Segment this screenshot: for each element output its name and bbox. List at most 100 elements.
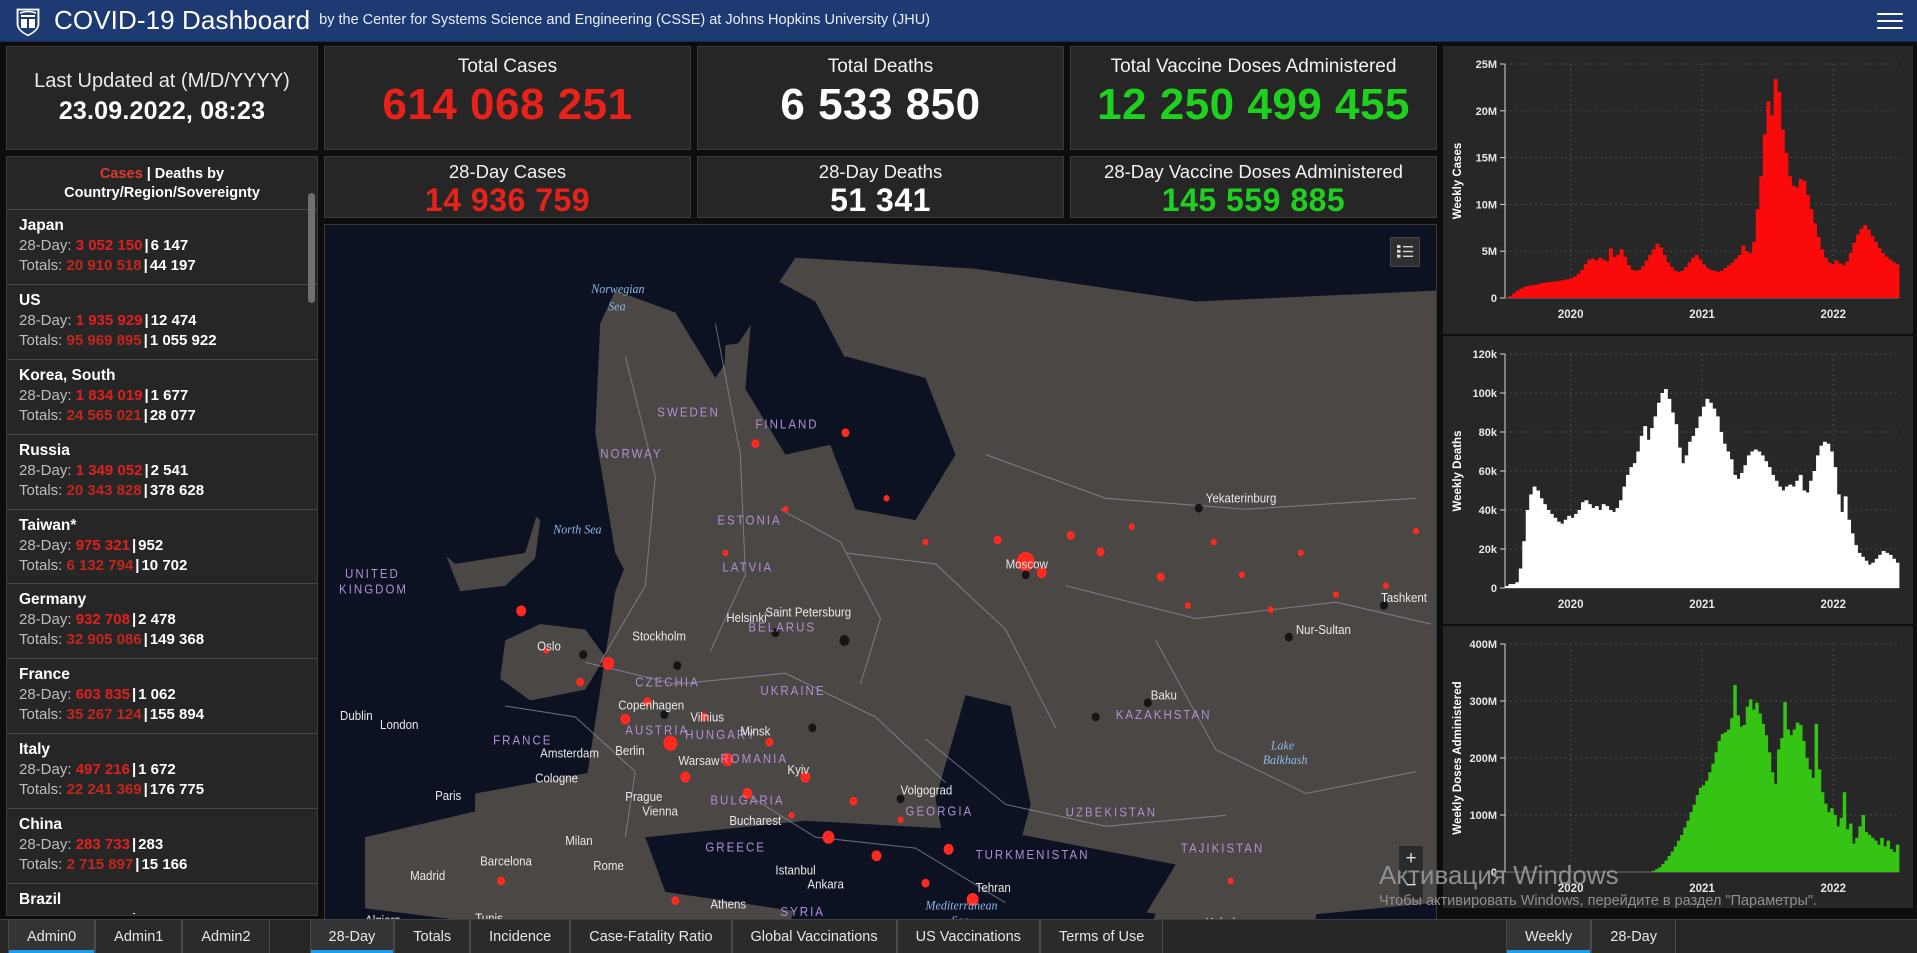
svg-text:Volgograd: Volgograd [901, 783, 953, 798]
svg-text:Tashkent: Tashkent [1381, 591, 1428, 606]
svg-text:20k: 20k [1479, 544, 1498, 556]
tab-28-day[interactable]: 28-Day [1591, 920, 1676, 953]
country-list-title-cases: Cases [99, 166, 143, 182]
svg-text:Amsterdam: Amsterdam [540, 746, 599, 761]
page-subtitle: by the Center for Systems Science and En… [319, 11, 931, 28]
svg-text:Yekaterinburg: Yekaterinburg [1206, 491, 1277, 506]
stat-label: 28-Day Cases [448, 161, 567, 182]
tab-terms-of-use[interactable]: Terms of Use [1039, 920, 1164, 953]
tab-admin1[interactable]: Admin1 [95, 920, 183, 953]
zoom-divider [1399, 872, 1423, 873]
svg-text:Weekly Deaths: Weekly Deaths [1452, 431, 1464, 512]
tab-weekly[interactable]: Weekly [1505, 920, 1592, 953]
page-title: COVID-19 Dashboard [54, 5, 311, 35]
country-list-scroll[interactable]: Japan 28-Day: 3 052 150 | 6 147 Totals: 20… [7, 209, 317, 914]
country-totals-line: Totals: 35 267 124 | 155 894 [19, 706, 205, 724]
tab-global-vaccinations[interactable]: Global Vaccinations [731, 920, 897, 953]
country-list-scrollbar[interactable] [308, 193, 315, 303]
country-list-item[interactable]: Brazil 28-Day: 262 427|2 352 Totals: 34 … [7, 882, 317, 914]
country-list-item[interactable]: Russia 28-Day: 1 349 052 | 2 541 Totals: 2… [7, 433, 317, 509]
stat-value: 614 068 251 [382, 80, 633, 129]
svg-text:15M: 15M [1476, 153, 1497, 165]
chart-2: 0 100M 200M 300M 400M 2020 2021 2022 Weekly Dose… [1443, 626, 1913, 908]
svg-text:Warsaw: Warsaw [678, 754, 719, 769]
svg-text:Madrid: Madrid [410, 868, 445, 883]
svg-text:0: 0 [1491, 583, 1497, 595]
map-legend-icon[interactable] [1390, 237, 1420, 267]
tab-incidence[interactable]: Incidence [470, 920, 571, 953]
stat-card: Total Vaccine Doses Administered 12 250 … [1070, 46, 1437, 150]
map-zoom-controls[interactable]: + − [1398, 845, 1424, 900]
country-28day-line: 28-Day: 975 321 | 952 [19, 536, 164, 554]
svg-text:Baku: Baku [1151, 688, 1177, 703]
svg-text:HUNGARY: HUNGARY [685, 727, 756, 742]
svg-text:Weekly Doses Administered: Weekly Doses Administered [1452, 681, 1464, 834]
country-list-title-line2: Country/Region/Sovereignty [64, 184, 260, 201]
svg-text:Norwegian: Norwegian [590, 281, 644, 296]
svg-text:ESTONIA: ESTONIA [717, 513, 781, 528]
map-zoom-out-button[interactable]: − [1405, 875, 1417, 896]
country-name: Taiwan* [19, 516, 77, 534]
tab-case-fatality-ratio[interactable]: Case-Fatality Ratio [570, 920, 732, 953]
svg-text:Minsk: Minsk [740, 724, 771, 739]
country-name: Russia [19, 441, 70, 459]
tab-totals[interactable]: Totals [394, 920, 471, 953]
svg-text:200M: 200M [1469, 753, 1497, 765]
svg-text:2022: 2022 [1821, 883, 1847, 895]
country-list-item[interactable]: China 28-Day: 283 733 | 283 Totals: 2 715 … [7, 808, 317, 883]
svg-text:TURKMENISTAN: TURKMENISTAN [976, 848, 1090, 863]
svg-text:40k: 40k [1479, 505, 1498, 517]
tab-us-vaccinations[interactable]: US Vaccinations [896, 920, 1040, 953]
map-zoom-in-button[interactable]: + [1405, 848, 1417, 869]
stat-label: Total Vaccine Doses Administered [1110, 56, 1397, 77]
bottom-tab-bar: Admin0 Admin1 Admin2 28-Day Totals Incid… [0, 919, 1917, 953]
left-column: Last Updated at (M/D/YYYY) 23.09.2022, 0… [0, 42, 322, 953]
svg-text:Oslo: Oslo [537, 639, 561, 654]
hamburger-icon[interactable] [1877, 10, 1903, 32]
app-header: COVID-19 Dashboard by the Center for Sys… [0, 0, 1917, 42]
svg-text:2021: 2021 [1689, 309, 1715, 321]
country-28day-line: 28-Day: 932 708 | 2 478 [19, 611, 176, 629]
country-list-item[interactable]: Germany 28-Day: 932 708 | 2 478 Totals: 32… [7, 583, 317, 658]
svg-text:Sea: Sea [608, 299, 625, 314]
country-28day-line: 28-Day: 262 427|2 352 [19, 910, 307, 914]
svg-text:UZBEKISTAN: UZBEKISTAN [1066, 805, 1157, 820]
country-name: Germany [19, 591, 87, 609]
svg-text:LATVIA: LATVIA [722, 560, 773, 575]
country-list-item[interactable]: Korea, South 28-Day: 1 834 019 | 1 677 Tot… [7, 358, 317, 434]
country-name: France [19, 666, 70, 684]
stat-label: Total Cases [457, 56, 558, 77]
country-list-item[interactable]: Japan 28-Day: 3 052 150 | 6 147 Totals: 20… [7, 209, 317, 284]
svg-text:2020: 2020 [1558, 883, 1584, 895]
svg-text:Athens: Athens [710, 897, 746, 912]
country-totals-line: Totals: 24 565 021 | 28 077 [19, 406, 196, 424]
country-list-item[interactable]: US 28-Day: 1 935 929 | 12 474 Totals: 95 9… [7, 283, 317, 359]
country-list-item[interactable]: Italy 28-Day: 497 216 | 1 672 Totals: 22 2… [7, 733, 317, 808]
svg-text:Kyiv: Kyiv [787, 762, 809, 777]
svg-text:BULGARIA: BULGARIA [710, 793, 784, 808]
tab-admin2[interactable]: Admin2 [182, 920, 270, 953]
svg-text:NORWAY: NORWAY [600, 446, 662, 461]
svg-text:KINGDOM: KINGDOM [339, 582, 408, 597]
svg-text:AUSTRIA: AUSTRIA [625, 723, 689, 738]
stat-value: 6 533 850 [780, 80, 981, 129]
chart-0: 0 5M 10M 15M 20M 25M 2020 2021 2022 Weekly Cases [1443, 46, 1913, 334]
country-totals-line: Totals: 32 905 086 | 149 368 [19, 631, 205, 649]
jhu-logo-icon [14, 5, 42, 37]
country-list-item[interactable]: Taiwan* 28-Day: 975 321 | 952 Totals: 6 13… [7, 508, 317, 584]
country-name: US [19, 291, 41, 309]
country-list-item[interactable]: France 28-Day: 603 835 | 1 062 Totals: 35 … [7, 658, 317, 733]
svg-text:Vilnius: Vilnius [690, 710, 724, 725]
stat-label: Total Deaths [827, 56, 934, 77]
tab-28-day[interactable]: 28-Day [309, 920, 395, 953]
svg-text:KAZAKHSTAN: KAZAKHSTAN [1116, 708, 1212, 723]
svg-text:Istanbul: Istanbul [775, 863, 815, 878]
svg-text:ROMANIA: ROMANIA [720, 751, 788, 766]
svg-text:BELARUS: BELARUS [748, 620, 816, 635]
svg-text:SWEDEN: SWEDEN [657, 405, 720, 420]
country-totals-line: Totals: 20 910 518 | 44 197 [19, 257, 196, 275]
last-updated-label: Last Updated at (M/D/YYYY) [34, 70, 290, 92]
tab-admin0[interactable]: Admin0 [8, 920, 96, 953]
